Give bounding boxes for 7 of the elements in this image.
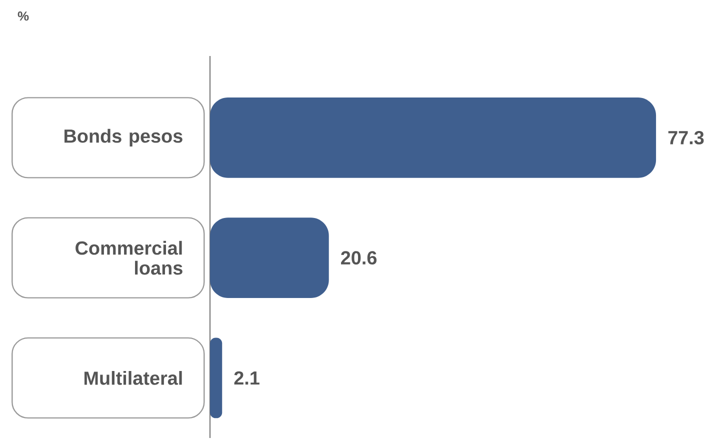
y-axis-title: % — [18, 12, 29, 21]
y-tick-label: Bonds pesos — [64, 128, 182, 147]
y-tick-label: Commercial loans — [76, 240, 182, 275]
data-label: 77.3 — [668, 130, 704, 144]
data-label: 20.6 — [341, 251, 377, 265]
data-label: 2.1 — [234, 371, 260, 385]
y-tick-label: Multilateral — [84, 370, 182, 385]
